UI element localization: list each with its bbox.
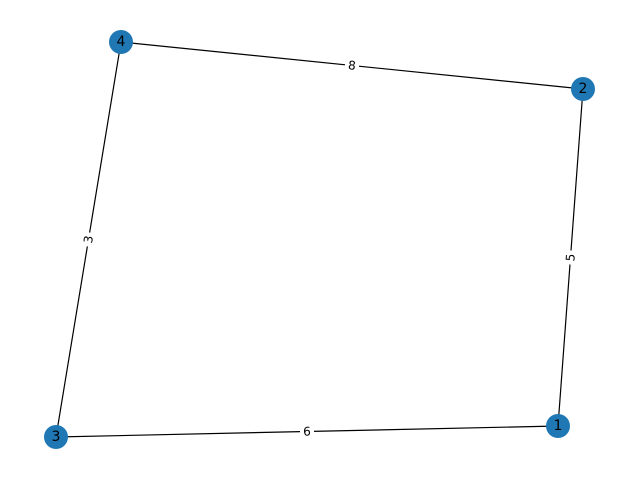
node-1: 1 <box>546 414 570 438</box>
edge-label-background <box>344 56 360 75</box>
edge-label-group-2-4: 8 <box>344 56 360 75</box>
edge-label-background <box>79 231 98 248</box>
node-label: 2 <box>579 81 588 97</box>
node-2: 2 <box>571 77 595 101</box>
node-label: 3 <box>52 429 61 445</box>
node-circle <box>109 30 133 54</box>
node-label: 1 <box>554 418 563 434</box>
node-circle <box>571 77 595 101</box>
nodes-layer: 1 2 3 4 <box>44 30 595 449</box>
edge-labels-layer: 5 6 8 3 <box>79 56 579 440</box>
edge-weight-label: 3 <box>81 235 96 245</box>
edge-label-background <box>299 423 315 440</box>
node-circle <box>546 414 570 438</box>
node-4: 4 <box>109 30 133 54</box>
edge-weight-label: 8 <box>347 58 356 73</box>
edge-label-group-3-4: 3 <box>79 231 98 248</box>
node-circle <box>44 425 68 449</box>
edges-layer <box>55 41 584 438</box>
edge-label-group-1-3: 6 <box>299 423 315 440</box>
edge-weight-label: 5 <box>563 253 578 262</box>
edge-label-background <box>562 249 579 266</box>
edge-weight-label: 6 <box>303 424 311 438</box>
node-3: 3 <box>44 425 68 449</box>
edge-label-group-1-2: 5 <box>562 249 579 266</box>
node-label: 4 <box>117 34 126 50</box>
